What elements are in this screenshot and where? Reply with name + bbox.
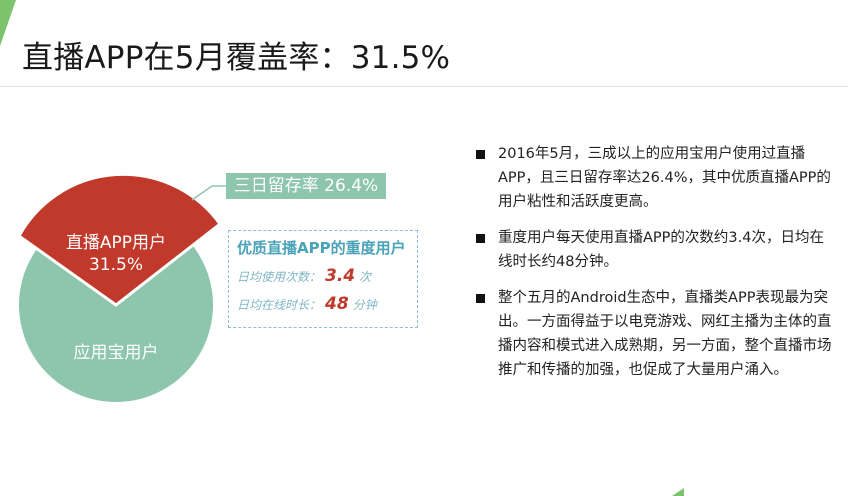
bullet-item: 重度用户每天使用直播APP的次数约3.4次，日均在线时长约48分钟。 [476,226,836,274]
retention-callout: 三日留存率 26.4% [226,173,386,199]
pie-highlight-label: 直播APP用户 [66,233,166,253]
pie-base-label: 应用宝用户 [74,343,159,363]
bullet-text: 重度用户每天使用直播APP的次数约3.4次，日均在线时长约48分钟。 [498,230,824,270]
daily-online-label: 日均在线时长： [237,298,322,312]
daily-uses-value: 3.4 [325,266,356,286]
daily-uses-label: 日均使用次数： [237,270,322,284]
bullet-list: 2016年5月，三成以上的应用宝用户使用过直播APP，且三日留存率达26.4%，… [476,142,836,394]
bullet-square-icon [476,150,485,159]
daily-online-unit: 分钟 [352,298,377,312]
daily-uses-metric: 日均使用次数： 3.4 次 [237,266,409,286]
corner-accent [0,0,16,46]
daily-uses-unit: 次 [359,270,372,284]
daily-online-metric: 日均在线时长： 48 分钟 [237,294,409,314]
bullet-square-icon [476,234,485,243]
pie-highlight-value: 31.5% [89,255,143,275]
callout-leader-line [191,185,226,201]
heavy-users-title: 优质直播APP的重度用户 [237,239,406,257]
bullet-text: 整个五月的Android生态中，直播类APP表现最为突出。一方面得益于以电竞游戏… [498,290,832,378]
bottom-accent [672,488,684,496]
bullet-text: 2016年5月，三成以上的应用宝用户使用过直播APP，且三日留存率达26.4%，… [498,146,831,210]
bullet-item: 2016年5月，三成以上的应用宝用户使用过直播APP，且三日留存率达26.4%，… [476,142,836,214]
heavy-users-box: 优质直播APP的重度用户 日均使用次数： 3.4 次 日均在线时长： 48 分钟 [228,230,418,328]
title-divider [0,86,848,87]
bullet-square-icon [476,294,485,303]
page-title: 直播APP在5月覆盖率：31.5% [22,40,451,76]
bullet-item: 整个五月的Android生态中，直播类APP表现最为突出。一方面得益于以电竞游戏… [476,286,836,382]
daily-online-value: 48 [325,294,349,314]
pie-highlight-slice [17,172,223,307]
